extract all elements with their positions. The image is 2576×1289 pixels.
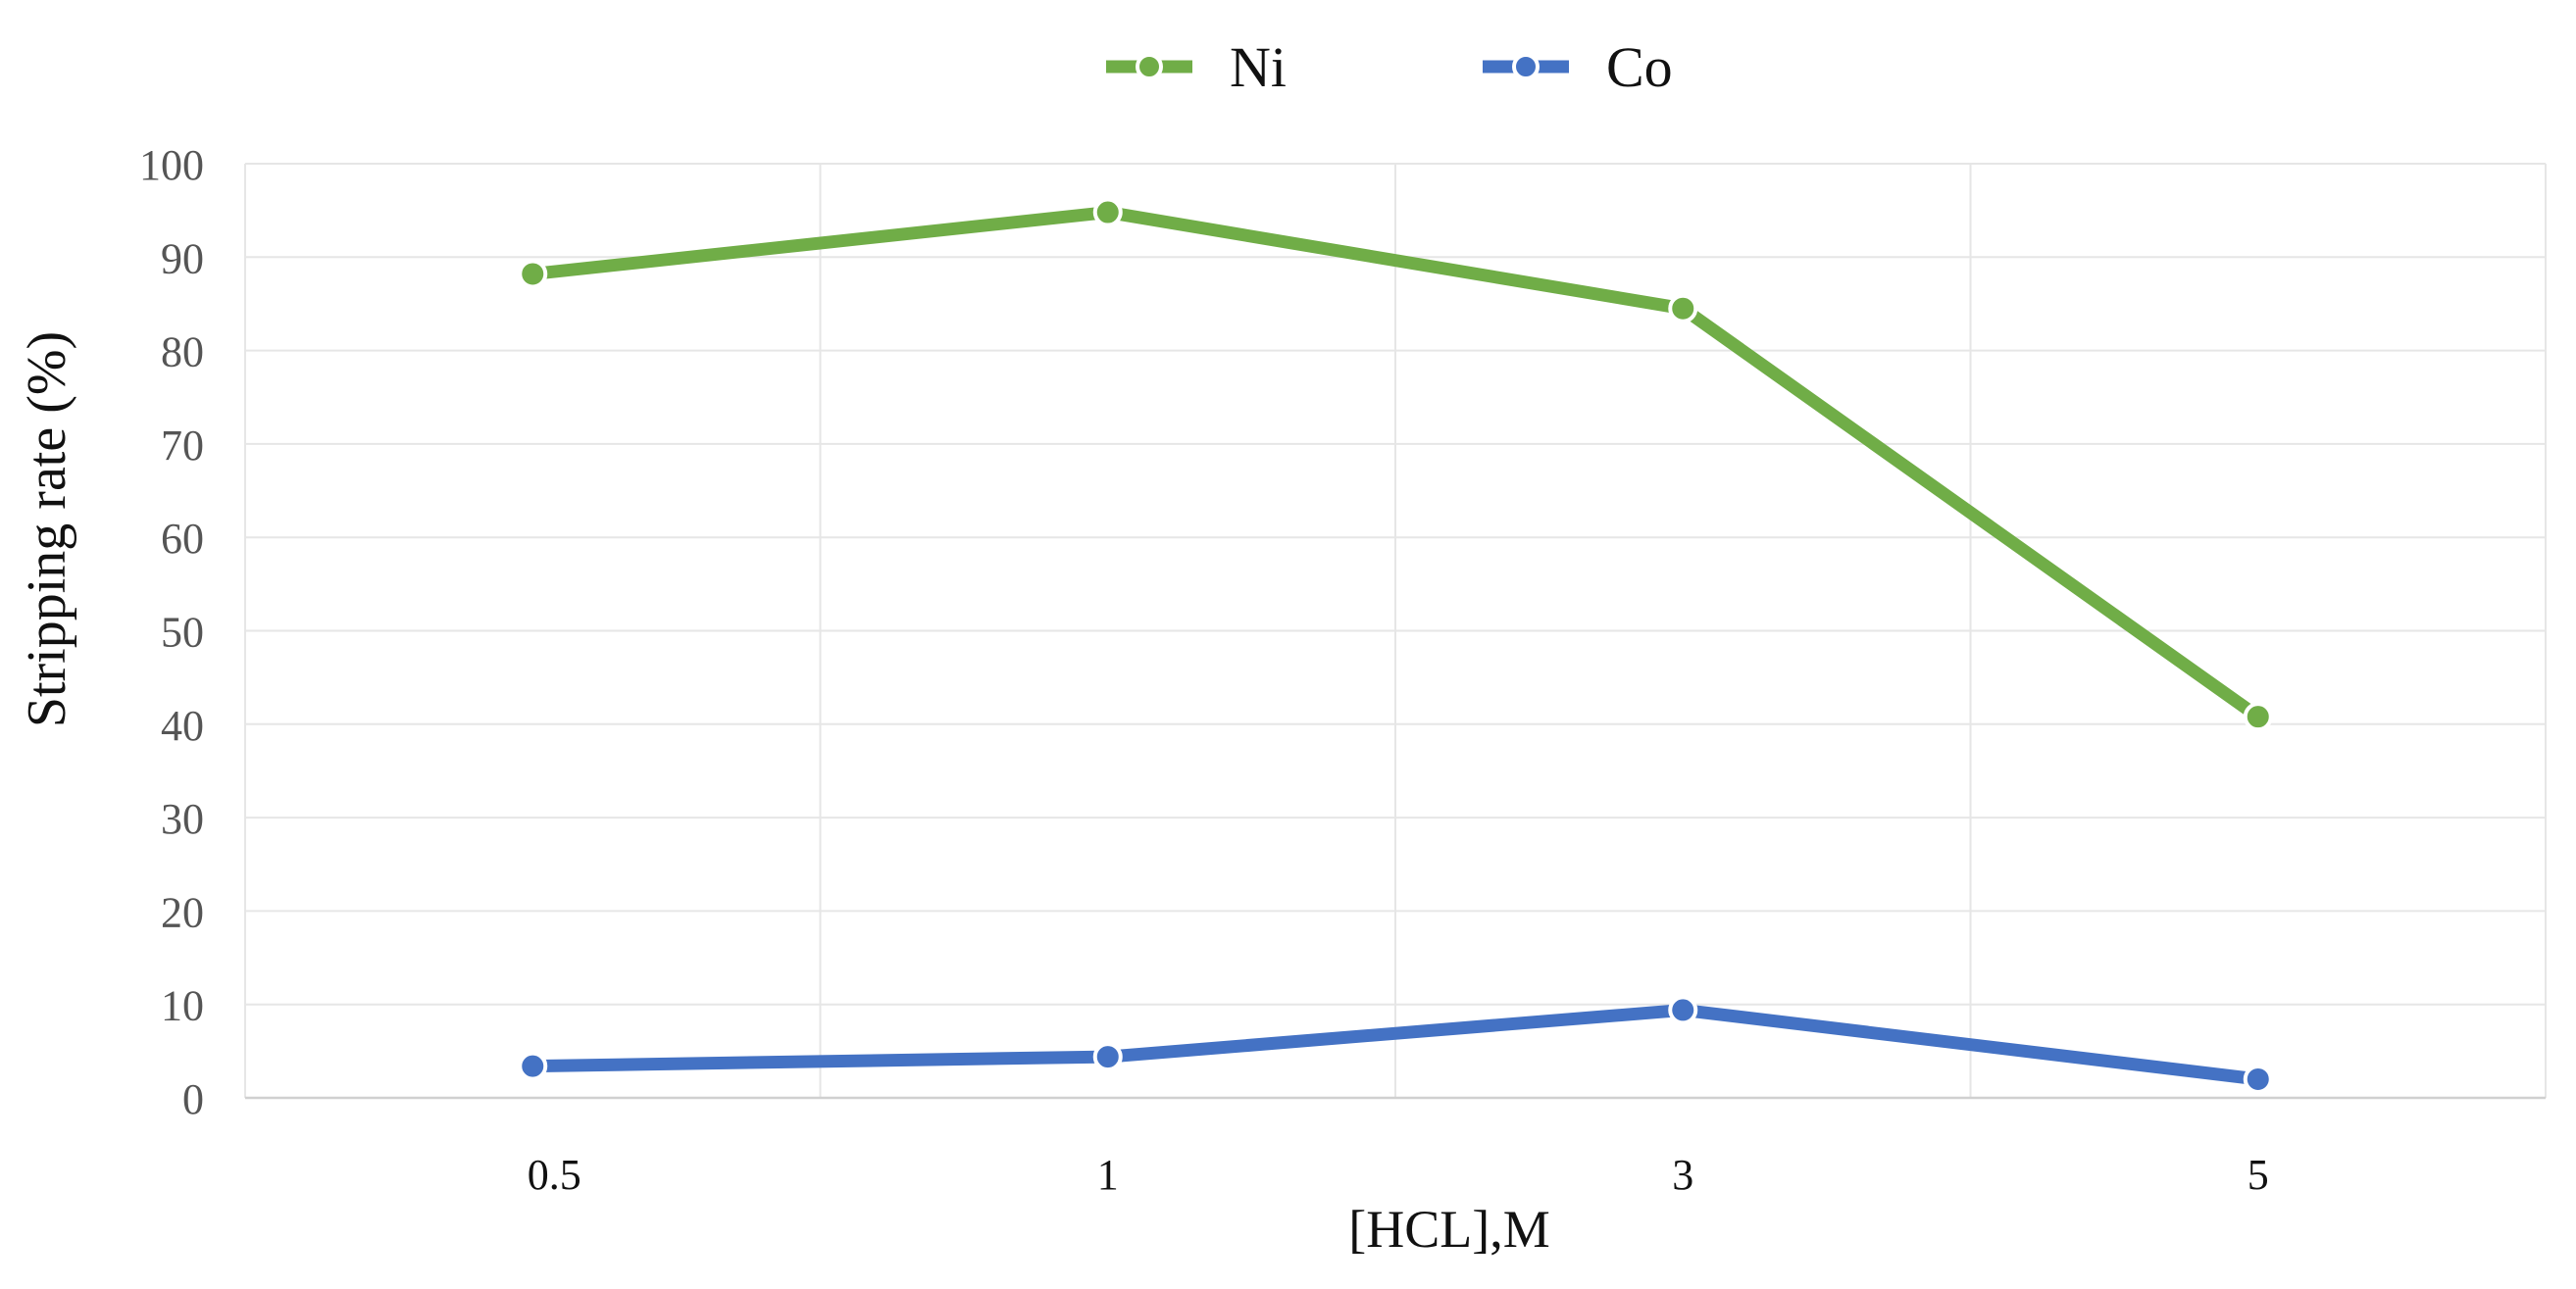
series-line-ni — [526, 206, 2265, 723]
y-tick-label: 50 — [161, 609, 204, 657]
y-tick-label: 30 — [161, 795, 204, 843]
legend: Ni Co — [1106, 35, 1673, 99]
data-point-ni — [1092, 197, 1123, 227]
x-tick-label: 5 — [2248, 1151, 2269, 1199]
y-tick-label: 70 — [161, 421, 204, 470]
y-axis-title: Stripping rate (%) — [17, 331, 77, 727]
axis-layer: 0 10 20 30 40 50 60 70 80 90 100 0.5 1 3 5 — [139, 141, 2546, 1199]
series-layer — [518, 197, 2273, 1094]
data-point-co — [2243, 1064, 2273, 1094]
data-point-ni — [2243, 702, 2273, 732]
data-point-co — [1668, 995, 1698, 1025]
data-point-co — [518, 1051, 548, 1081]
legend-swatch-marker — [1512, 53, 1540, 80]
y-tick-label: 100 — [139, 141, 204, 189]
x-tick-label: 1 — [1097, 1151, 1119, 1199]
y-tick-label: 10 — [161, 982, 204, 1030]
data-point-ni — [1668, 293, 1698, 323]
legend-label-ni: Ni — [1230, 35, 1287, 99]
data-point-ni — [518, 259, 548, 289]
y-tick-label: 40 — [161, 702, 204, 750]
y-tick-label: 90 — [161, 234, 204, 282]
x-tick-label: 0.5 — [528, 1151, 581, 1199]
y-tick-label: 0 — [182, 1075, 204, 1123]
x-tick-label: 3 — [1672, 1151, 1693, 1199]
data-point-co — [1092, 1042, 1123, 1072]
y-tick-label: 20 — [161, 888, 204, 936]
series-line-co — [526, 1003, 2265, 1086]
y-tick-label: 60 — [161, 515, 204, 563]
x-axis-title: [HCL],M — [1348, 1200, 1549, 1259]
y-tick-label: 80 — [161, 328, 204, 376]
legend-label-co: Co — [1606, 35, 1673, 99]
grid-layer — [244, 163, 2547, 1098]
legend-swatch-marker — [1136, 53, 1163, 80]
